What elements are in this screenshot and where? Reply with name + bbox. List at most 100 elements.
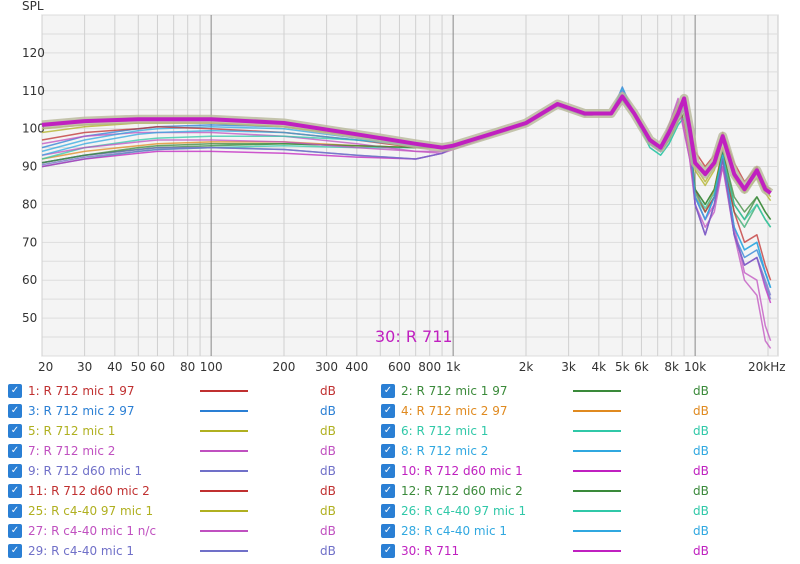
x-tick-label: 20 [38,360,53,374]
legend-checkbox[interactable]: ✓ [8,524,22,538]
series-line [41,94,772,195]
legend-label: 29: R c4-40 mic 1 [28,544,134,558]
legend-label: 26: R c4-40 97 mic 1 [401,504,527,518]
legend-item[interactable]: ✓ 3: R 712 mic 2 97 dB [8,401,336,421]
legend-swatch [573,390,621,392]
x-tick-label: 60 [150,360,165,374]
legend-item[interactable]: ✓ 30: R 711 dB [381,541,709,561]
legend-unit: dB [320,424,336,438]
legend-unit: dB [693,404,709,418]
legend-item[interactable]: ✓ 8: R 712 mic 2 dB [381,441,709,461]
legend-item[interactable]: ✓ 12: R 712 d60 mic 2 dB [381,481,709,501]
y-tick-label: 110 [22,84,45,98]
legend-swatch [200,490,248,492]
legend-label: 5: R 712 mic 1 [28,424,116,438]
legend-checkbox[interactable]: ✓ [8,484,22,498]
legend-checkbox[interactable]: ✓ [381,444,395,458]
legend-label: 2: R 712 mic 1 97 [401,384,508,398]
legend-unit: dB [320,464,336,478]
legend-unit: dB [693,504,709,518]
legend-item[interactable]: ✓ 4: R 712 mic 2 97 dB [381,401,709,421]
x-tick-labels: 20 30 40 50 60 80 100 200 300 400 600 800 1k 2k 3k 4k 5k… [38,360,786,374]
legend-checkbox[interactable]: ✓ [8,464,22,478]
legend-checkbox[interactable]: ✓ [8,544,22,558]
legend-checkbox[interactable]: ✓ [381,504,395,518]
y-axis-label: SPL [22,0,44,13]
legend-unit: dB [320,384,336,398]
legend-checkbox[interactable]: ✓ [8,384,22,398]
legend-label: 30: R 711 [401,544,460,558]
legend-item[interactable]: ✓ 26: R c4-40 97 mic 1 dB [381,501,709,521]
legend-unit: dB [320,444,336,458]
legend-checkbox[interactable]: ✓ [381,524,395,538]
legend-checkbox[interactable]: ✓ [381,464,395,478]
legend-item[interactable]: ✓ 5: R 712 mic 1 dB [8,421,336,441]
legend-swatch [573,550,621,552]
legend-item[interactable]: ✓ 9: R 712 d60 mic 1 dB [8,461,336,481]
legend-checkbox[interactable]: ✓ [381,424,395,438]
legend-item[interactable]: ✓ 29: R c4-40 mic 1 dB [8,541,336,561]
y-tick-label: 50 [22,311,37,325]
legend-label: 4: R 712 mic 2 97 [401,404,508,418]
legend-swatch [573,430,621,432]
legend-swatch [573,530,621,532]
legend-swatch [200,470,248,472]
legend-item[interactable]: ✓ 6: R 712 mic 1 dB [381,421,709,441]
legend-label: 25: R c4-40 97 mic 1 [28,504,154,518]
x-tick-label: 8k [664,360,679,374]
legend-label: 9: R 712 d60 mic 1 [28,464,143,478]
x-tick-label: 800 [418,360,441,374]
legend-checkbox[interactable]: ✓ [8,444,22,458]
legend-unit: dB [320,404,336,418]
legend-item[interactable]: ✓ 11: R 712 d60 mic 2 dB [8,481,336,501]
series-lines [41,86,774,349]
legend-item[interactable]: ✓ 10: R 712 d60 mic 1 dB [381,461,709,481]
legend-unit: dB [693,444,709,458]
legend-swatch [200,510,248,512]
legend-unit: dB [693,484,709,498]
legend-unit: dB [693,424,709,438]
legend-label: 10: R 712 d60 mic 1 [401,464,523,478]
legend-item[interactable]: ✓ 25: R c4-40 97 mic 1 dB [8,501,336,521]
legend-checkbox[interactable]: ✓ [381,544,395,558]
legend-swatch [200,550,248,552]
legend-swatch [573,410,621,412]
legend-item[interactable]: ✓ 27: R c4-40 mic 1 n/c dB [8,521,336,541]
legend-checkbox[interactable]: ✓ [381,404,395,418]
legend-item[interactable]: ✓ 28: R c4-40 mic 1 dB [381,521,709,541]
legend-label: 12: R 712 d60 mic 2 [401,484,523,498]
legend-label: 8: R 712 mic 2 [401,444,489,458]
legend-unit: dB [693,384,709,398]
x-tick-label: 200 [273,360,296,374]
legend-checkbox[interactable]: ✓ [381,484,395,498]
x-tick-label: 20kHz [748,360,786,374]
legend-swatch [573,510,621,512]
legend-checkbox[interactable]: ✓ [8,404,22,418]
x-tick-label: 5k [615,360,630,374]
x-tick-label: 50 [131,360,146,374]
grid-lines [41,14,778,357]
legend-unit: dB [693,544,709,558]
legend-item[interactable]: ✓ 1: R 712 mic 1 97 dB [8,381,336,401]
legend-unit: dB [693,464,709,478]
legend-swatch [573,450,621,452]
x-tick-label: 4k [592,360,607,374]
legend-swatch [573,470,621,472]
legend-unit: dB [320,504,336,518]
legend-checkbox[interactable]: ✓ [8,424,22,438]
legend-checkbox[interactable]: ✓ [381,384,395,398]
y-tick-label: 60 [22,273,37,287]
legend-unit: dB [320,484,336,498]
y-tick-label: 70 [22,235,37,249]
legend-checkbox[interactable]: ✓ [8,504,22,518]
y-tick-label: 80 [22,197,37,211]
legend-item[interactable]: ✓ 2: R 712 mic 1 97 dB [381,381,709,401]
x-tick-label: 30 [77,360,92,374]
x-tick-label: 300 [315,360,338,374]
x-tick-label: 3k [561,360,576,374]
legend-label: 28: R c4-40 mic 1 [401,524,507,538]
x-tick-label: 100 [200,360,223,374]
legend-item[interactable]: ✓ 7: R 712 mic 2 dB [8,441,336,461]
x-tick-label: 6k [634,360,649,374]
y-tick-label: 90 [22,160,37,174]
